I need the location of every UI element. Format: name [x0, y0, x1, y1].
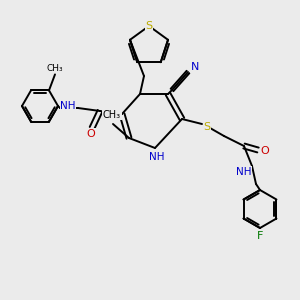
Text: S: S — [146, 21, 153, 31]
Text: CH₃: CH₃ — [103, 110, 121, 120]
Text: O: O — [87, 129, 95, 139]
Text: F: F — [257, 231, 263, 241]
Text: NH: NH — [60, 101, 76, 111]
Text: NH: NH — [236, 167, 252, 177]
Text: O: O — [261, 146, 269, 156]
Text: CH₃: CH₃ — [47, 64, 63, 73]
Text: N: N — [191, 62, 199, 72]
Text: NH: NH — [149, 152, 165, 162]
Text: S: S — [203, 122, 211, 132]
